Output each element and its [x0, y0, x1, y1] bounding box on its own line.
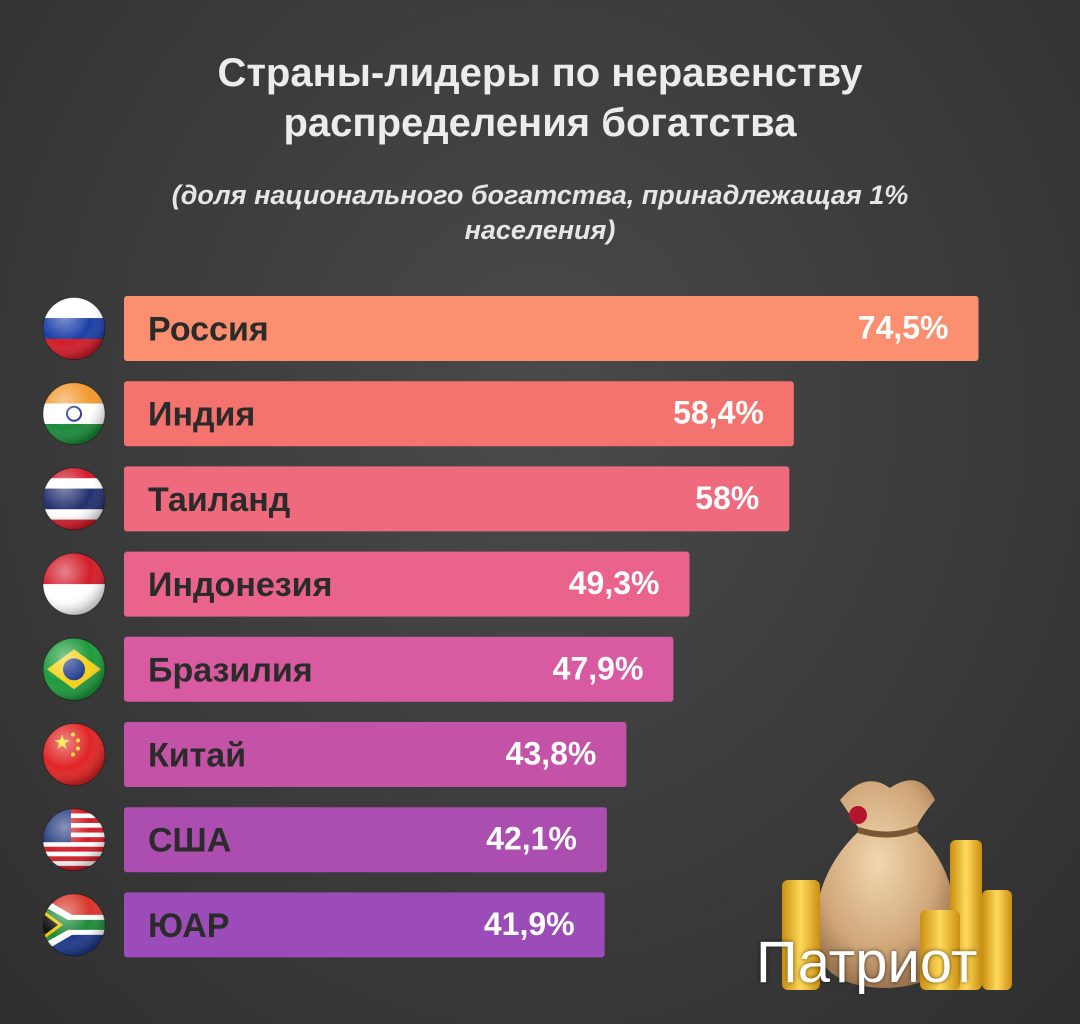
- india-flag-icon: [42, 382, 106, 446]
- category-label: Россия: [148, 311, 269, 349]
- value-label: 42,1%: [486, 821, 577, 857]
- value-label: 58,4%: [673, 395, 764, 431]
- bar-5: [124, 722, 627, 787]
- category-label: Бразилия: [148, 651, 313, 689]
- category-label: США: [148, 822, 231, 860]
- category-label: Индия: [148, 396, 255, 434]
- usa-flag-icon: [42, 808, 106, 872]
- value-label: 43,8%: [506, 736, 597, 772]
- bar-6: [124, 807, 607, 873]
- value-label: 49,3%: [569, 565, 660, 601]
- title-line-1: Страны-лидеры по неравенству: [217, 51, 863, 95]
- subtitle-line-1: (доля национального богатства, принадлеж…: [171, 180, 909, 210]
- indonesia-flag-icon: [42, 552, 106, 616]
- category-label: Китай: [148, 737, 246, 775]
- category-label: Таиланд: [148, 481, 290, 519]
- bar-1: [124, 381, 794, 447]
- title-line-2: распределения богатства: [283, 101, 797, 145]
- value-label: 47,9%: [553, 650, 644, 686]
- money-bag-icon: [782, 780, 1012, 990]
- value-label: 74,5%: [858, 310, 949, 346]
- category-label: Индонезия: [148, 566, 332, 604]
- bar-2: [124, 466, 790, 532]
- china-flag-icon: [42, 723, 106, 786]
- subtitle-line-2: населения): [464, 215, 616, 245]
- bar-0: [124, 296, 979, 361]
- value-label: 41,9%: [484, 906, 575, 942]
- value-label: 58%: [695, 480, 759, 516]
- brand-watermark: Патриот: [756, 930, 978, 995]
- brazil-flag-icon: [42, 637, 106, 701]
- bar-3: [124, 551, 690, 617]
- russia-flag-icon: [42, 297, 106, 360]
- bar-4: [124, 636, 674, 702]
- thailand-flag-icon: [42, 467, 106, 531]
- south-africa-flag-icon: [42, 893, 106, 957]
- chart-subtitle: (доля национального богатства, принадлеж…: [80, 178, 1000, 248]
- bar-7: [124, 892, 605, 958]
- category-label: ЮАР: [148, 907, 229, 945]
- chart-title: Страны-лидеры по неравенству распределен…: [0, 48, 1080, 148]
